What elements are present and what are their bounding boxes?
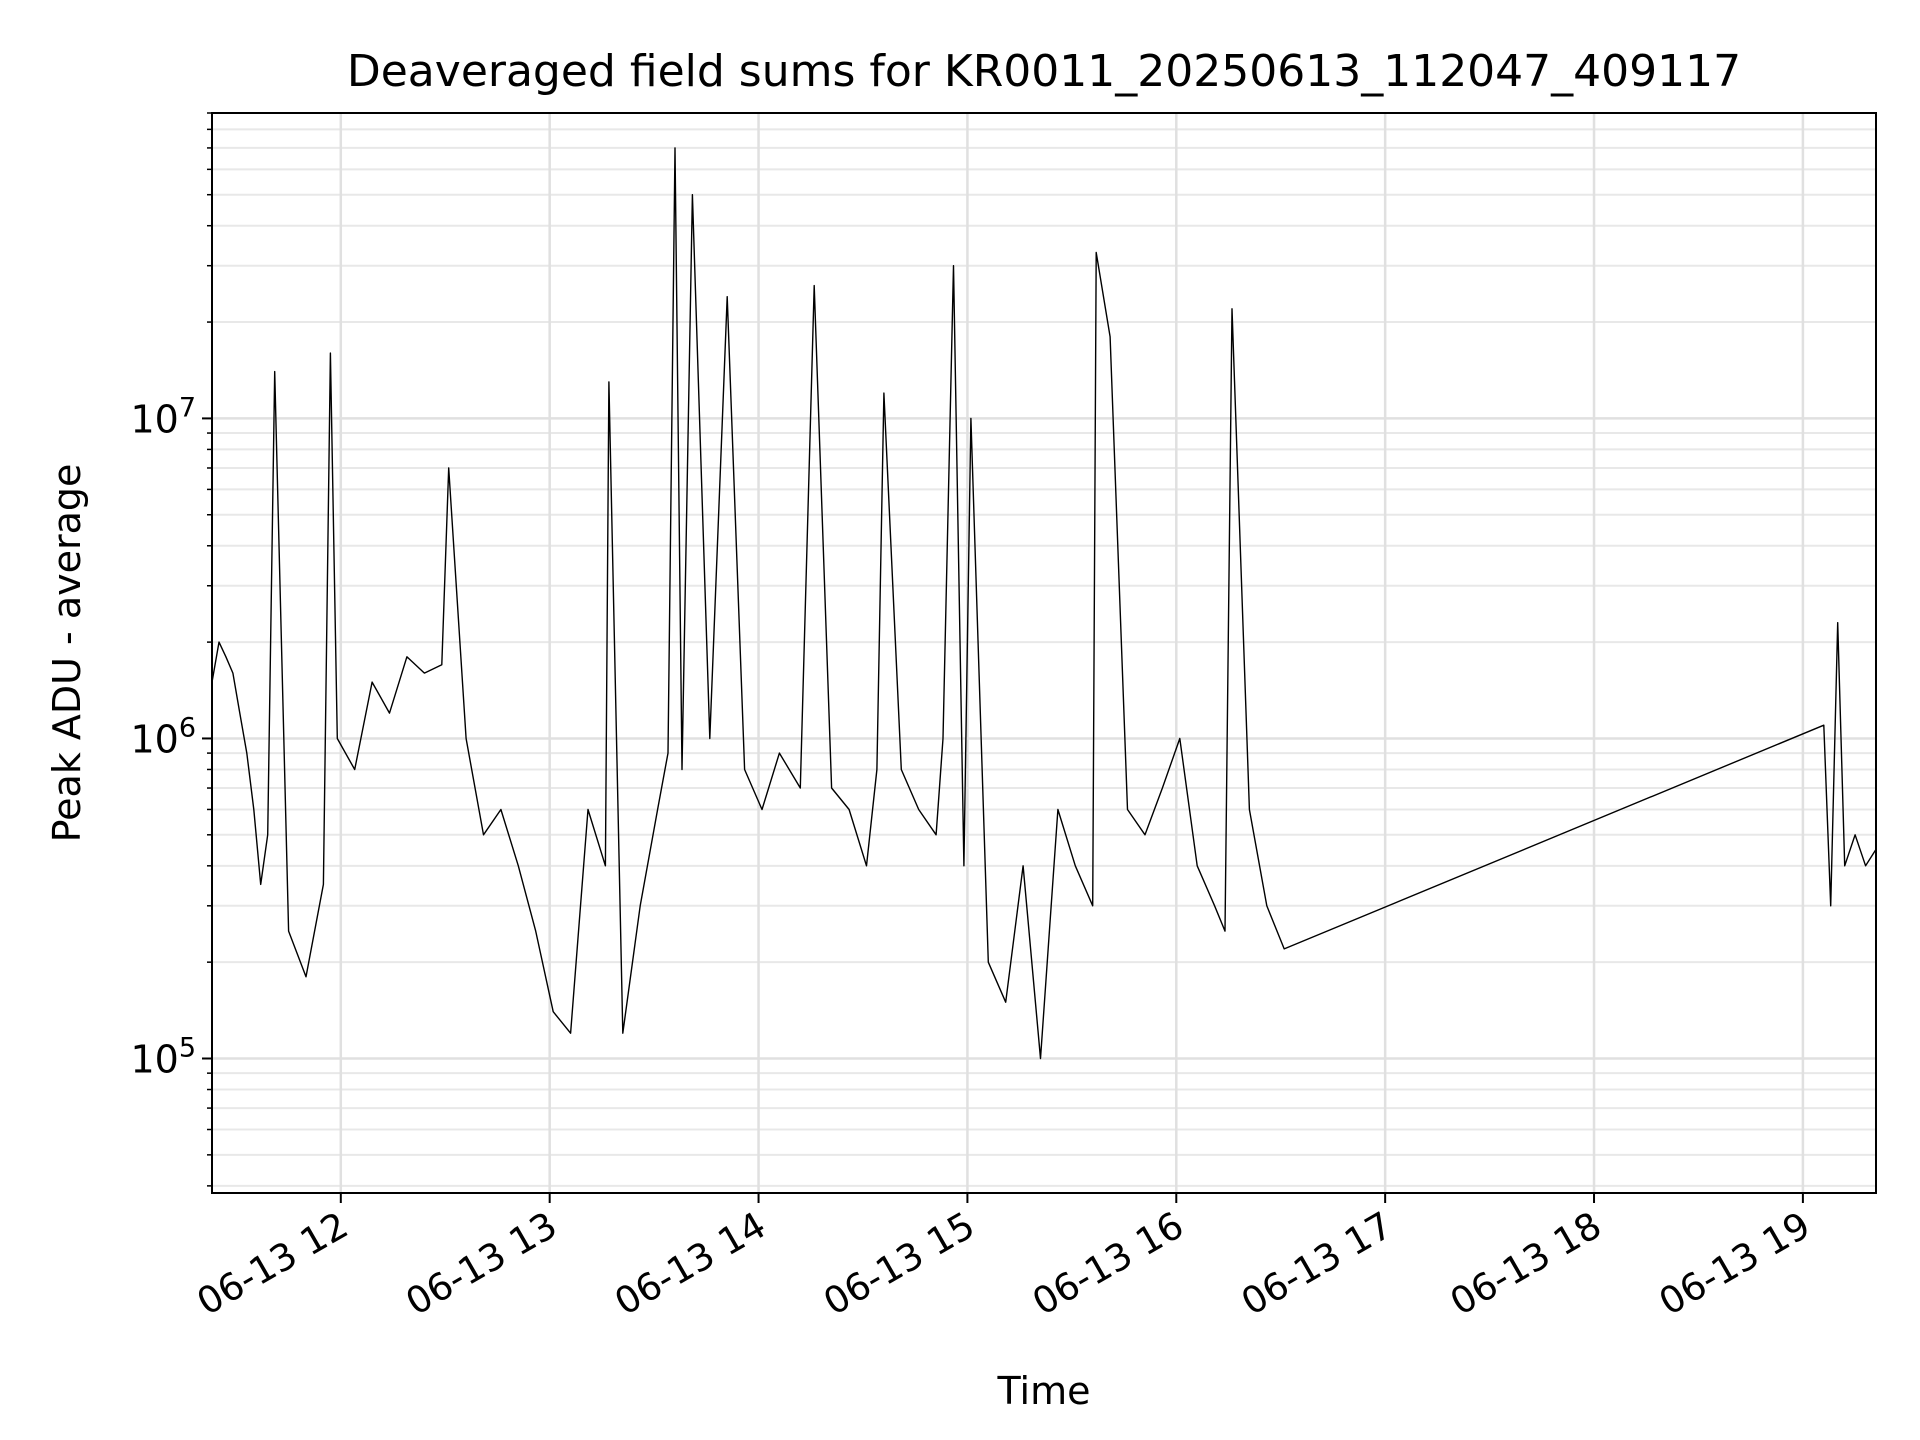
- x-axis-label: Time: [997, 1369, 1091, 1413]
- chart-title: Deaveraged field sums for KR0011_2025061…: [347, 46, 1741, 97]
- y-tick-label: 105: [130, 1033, 196, 1082]
- y-tick-label: 106: [130, 712, 196, 761]
- y-axis-label: Peak ADU - average: [45, 464, 89, 843]
- data-series-line-0: [211, 147, 1877, 1060]
- plot-frame: [211, 112, 1877, 1194]
- y-tick-label: 107: [130, 392, 196, 441]
- series-layer: [211, 147, 1877, 1060]
- grid: [212, 112, 1876, 1193]
- y-axis: 105 106 107: [130, 112, 212, 1187]
